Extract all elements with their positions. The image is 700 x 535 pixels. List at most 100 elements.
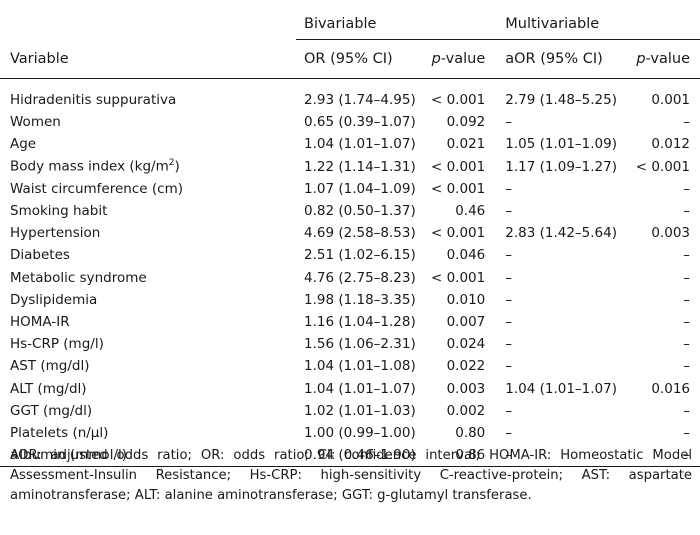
cell-aor: 1.17 (1.09–1.27) — [505, 158, 618, 175]
cell-pvalue: < 0.001 — [430, 225, 486, 242]
cell-variable: Age — [10, 136, 37, 153]
cell-aor: – — [505, 247, 512, 264]
col-pvalue-suffix: -value — [440, 51, 486, 67]
cell-pvalue-2: 0.003 — [651, 225, 690, 242]
cell-aor: – — [499, 444, 600, 468]
header-group-row: Bivariable Multivariable — [0, 9, 700, 40]
cell-aor: – — [505, 336, 512, 353]
cell-pvalue: 0.002 — [446, 402, 486, 419]
table-row: Hidradenitis suppurativa 2.93 (1.74–4.95)… — [0, 89, 700, 111]
cell-variable: Hs-CRP (mg/l) — [10, 336, 104, 353]
table-row: Hypertension 4.69 (2.58–8.53) < 0.001 2.83 … — [0, 222, 700, 244]
table-row: Waist circumference (cm) 1.07 (1.04–1.09)… — [0, 178, 700, 200]
cell-or: 1.00 (0.99–1.00) — [304, 424, 416, 441]
table-row: Platelets (n/µl) 1.00 (0.99–1.00) 0.80 – – — [0, 422, 700, 444]
table-row: Metabolic syndrome 4.76 (2.75–8.23) < 0.00… — [0, 267, 700, 289]
cell-or: 0.65 (0.39–1.07) — [304, 114, 416, 131]
col-or: OR (95% CI) — [296, 39, 398, 79]
cell-pvalue: < 0.001 — [430, 269, 486, 286]
cell-variable: Dyslipidemia — [10, 291, 98, 308]
header-spacer — [0, 79, 700, 90]
cell-pvalue: < 0.001 — [430, 158, 486, 175]
cell-variable: Waist circumference (cm) — [10, 180, 183, 197]
cell-or: 1.16 (1.04–1.28) — [304, 313, 416, 330]
cell-or: 0.82 (0.50–1.37) — [304, 203, 416, 220]
table-footnote: aOR: adjusted odds ratio; OR: odds ratio… — [10, 448, 692, 503]
cell-aor: 1.05 (1.01–1.09) — [505, 136, 618, 153]
cell-aor: – — [505, 358, 512, 375]
cell-pvalue: 0.022 — [446, 358, 486, 375]
cell-or: 1.07 (1.04–1.09) — [304, 180, 416, 197]
cell-pvalue-2: – — [599, 444, 700, 468]
col-pvalue-italic: p — [431, 51, 441, 67]
cell-pvalue-2: 0.001 — [651, 92, 690, 109]
cell-aor: 2.79 (1.48–5.25) — [505, 92, 618, 109]
cell-pvalue-2: – — [683, 247, 690, 264]
cell-aor: – — [505, 203, 512, 220]
cell-pvalue: 0.007 — [446, 313, 486, 330]
variable-text-after: ) — [174, 158, 180, 175]
cell-aor: 1.04 (1.01–1.07) — [505, 380, 618, 397]
table-row: Dyslipidemia 1.98 (1.18–3.35) 0.010 – – — [0, 289, 700, 311]
cell-aor: – — [505, 402, 512, 419]
cell-aor: – — [505, 313, 512, 330]
col-pvalue-2: p-value — [599, 39, 700, 79]
results-table: Bivariable Multivariable Variable OR (95… — [0, 9, 700, 468]
cell-pvalue: 0.86 — [397, 444, 500, 468]
table-header: Bivariable Multivariable Variable OR (95… — [0, 9, 700, 89]
cell-or: 1.04 (1.01–1.08) — [304, 358, 416, 375]
table-row: HOMA-IR 1.16 (1.04–1.28) 0.007 – – — [0, 311, 700, 333]
cell-pvalue: 0.092 — [446, 114, 486, 131]
cell-or: 1.98 (1.18–3.35) — [304, 291, 416, 308]
col-variable: Variable — [0, 39, 296, 79]
cell-pvalue-2: – — [683, 313, 690, 330]
cell-pvalue-2: – — [683, 402, 690, 419]
table-row: Age 1.04 (1.01–1.07) 0.021 1.05 (1.01–1.09)… — [0, 133, 700, 155]
cell-pvalue-2: – — [683, 269, 690, 286]
cell-or: 1.04 (1.01–1.07) — [304, 380, 416, 397]
cell-variable: Platelets (n/µl) — [10, 424, 109, 441]
cell-aor: 2.83 (1.42–5.64) — [505, 225, 618, 242]
cell-pvalue-2: 0.012 — [651, 136, 690, 153]
cell-aor: – — [505, 114, 512, 131]
cell-variable: Hidradenitis suppurativa — [10, 92, 177, 109]
table-row: Albumin (mmol/l) 0.94 (0.46–1.90) 0.86– – — [0, 444, 700, 468]
cell-pvalue-2: – — [683, 358, 690, 375]
cell-pvalue-2: – — [683, 180, 690, 197]
header-column-row: Variable OR (95% CI) p-value aOR (95% CI… — [0, 39, 700, 79]
cell-variable: Metabolic syndrome — [10, 269, 147, 286]
table-row: Women 0.65 (0.39–1.07) 0.092 – – — [0, 111, 700, 133]
cell-pvalue: 0.010 — [446, 291, 486, 308]
cell-or: 2.93 (1.74–4.95) — [304, 92, 416, 109]
cell-variable: Body mass index (kg/m2) — [0, 156, 296, 178]
group-multivariable: Multivariable — [499, 9, 700, 40]
variable-text: Body mass index (kg/m — [10, 158, 169, 175]
cell-or: 1.22 (1.14–1.31) — [304, 158, 416, 175]
cell-or: 0.94 (0.46–1.90) — [296, 444, 416, 468]
cell-or: 4.76 (2.75–8.23) — [304, 269, 416, 286]
cell-pvalue: 0.021 — [446, 136, 486, 153]
cell-or: 1.02 (1.01–1.03) — [304, 402, 416, 419]
col-pvalue: p-value — [397, 39, 500, 79]
cell-pvalue-2: – — [683, 291, 690, 308]
cell-aor: – — [505, 269, 512, 286]
table-row: Body mass index (kg/m2) 1.22 (1.14–1.31) <… — [0, 156, 700, 178]
header-blank — [0, 9, 296, 40]
table-row: ALT (mg/dl) 1.04 (1.01–1.07) 0.003 1.04 (1.… — [0, 377, 700, 399]
table-row: Hs-CRP (mg/l) 1.56 (1.06–2.31) 0.024 – – — [0, 333, 700, 355]
cell-variable: Hypertension — [10, 225, 101, 242]
cell-pvalue: 0.80 — [455, 424, 486, 441]
cell-or: 1.04 (1.01–1.07) — [304, 136, 416, 153]
col-pvalue2-suffix: -value — [645, 51, 690, 67]
cell-or: 2.51 (1.02–6.15) — [304, 247, 416, 264]
table-row: Smoking habit 0.82 (0.50–1.37) 0.46 – – — [0, 200, 700, 222]
cell-aor: – — [505, 180, 512, 197]
cell-pvalue: < 0.001 — [430, 180, 486, 197]
col-aor: aOR (95% CI) — [499, 39, 603, 79]
cell-variable: AST (mg/dl) — [10, 358, 90, 375]
cell-pvalue: < 0.001 — [430, 92, 486, 109]
cell-variable: Smoking habit — [10, 203, 108, 220]
cell-pvalue: 0.046 — [446, 247, 486, 264]
cell-or: 1.56 (1.06–2.31) — [304, 336, 416, 353]
